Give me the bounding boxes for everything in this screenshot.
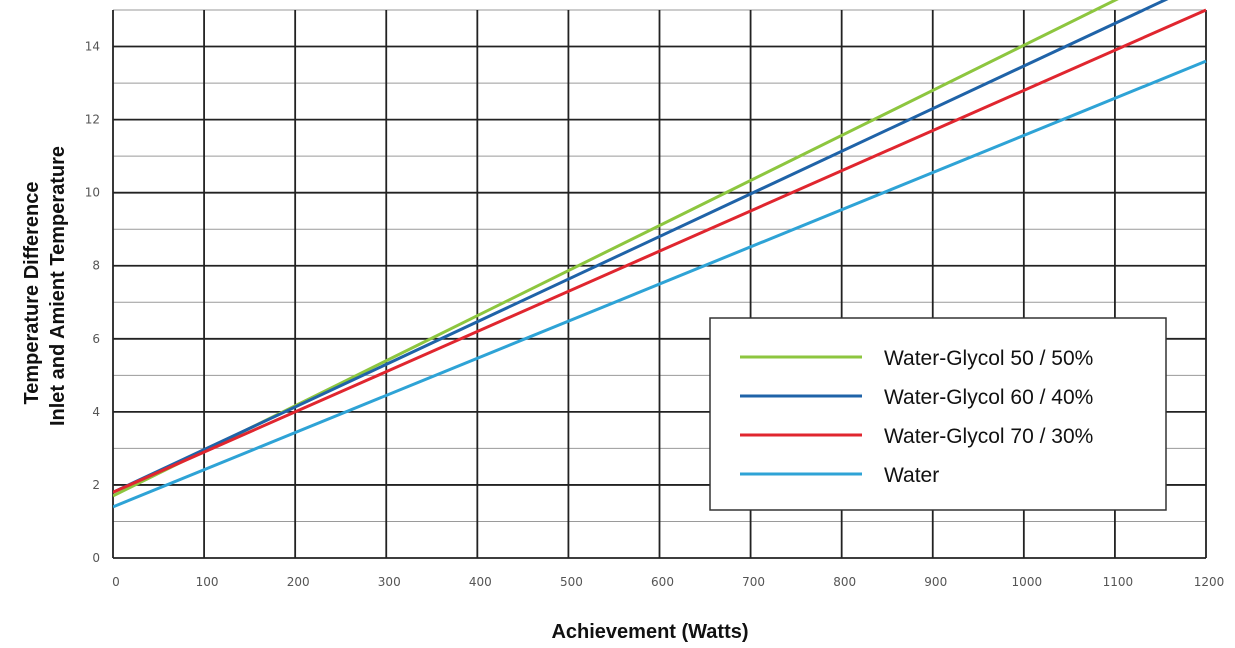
legend-items: Water-Glycol 50 / 50% Water-Glycol 60 / 4… <box>740 347 1093 487</box>
legend-label: Water-Glycol 50 / 50% <box>884 347 1093 370</box>
y-tick-label: 14 <box>85 40 100 54</box>
series-line-2 <box>113 8 1207 494</box>
series-line-3 <box>113 59 1207 509</box>
x-tick-label: 0 <box>112 575 120 589</box>
y-tick-label: 6 <box>92 332 100 346</box>
x-tick-label: 100 <box>196 575 219 589</box>
x-tick-label: 200 <box>287 575 310 589</box>
x-tick-label: 900 <box>924 575 947 589</box>
y-axis-title-line1: Temperature Difference <box>21 181 43 404</box>
y-tick-label: 12 <box>85 113 100 127</box>
y-tick-label: 8 <box>92 259 100 273</box>
legend-label: Water <box>884 464 939 487</box>
y-tick-label: 4 <box>92 405 100 419</box>
x-axis-title: Achievement (Watts) <box>551 621 748 643</box>
legend-box <box>709 317 1167 511</box>
series-line-1 <box>113 0 1169 494</box>
x-tick-label: 300 <box>378 575 401 589</box>
y-tick-label: 2 <box>92 478 100 492</box>
y-axis-title-line2: Inlet and Amient Temperature <box>47 146 69 426</box>
series-lines <box>113 0 1207 509</box>
y-tick-label: 10 <box>85 186 100 200</box>
legend: Water-Glycol 50 / 50% Water-Glycol 60 / 4… <box>709 317 1167 511</box>
legend-label: Water-Glycol 70 / 30% <box>884 425 1093 448</box>
x-tick-label: 700 <box>742 575 765 589</box>
x-tick-label: 600 <box>651 575 674 589</box>
y-tick-label: 0 <box>92 551 100 565</box>
y-axis-ticks: 0 2 4 6 8 10 12 14 <box>85 40 100 565</box>
x-tick-label: 1200 <box>1194 575 1225 589</box>
x-tick-label: 1100 <box>1103 575 1134 589</box>
x-axis-ticks: 0 100 200 300 400 500 600 700 800 900 1000 1100 1200 <box>112 575 1224 589</box>
x-tick-label: 400 <box>469 575 492 589</box>
x-tick-label: 800 <box>833 575 856 589</box>
legend-label: Water-Glycol 60 / 40% <box>884 386 1093 409</box>
x-tick-label: 1000 <box>1012 575 1043 589</box>
x-tick-label: 500 <box>560 575 583 589</box>
